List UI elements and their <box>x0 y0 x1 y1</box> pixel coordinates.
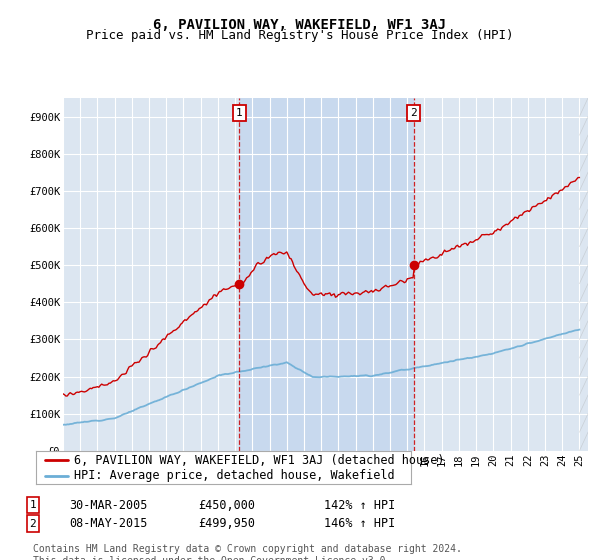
Text: Price paid vs. HM Land Registry's House Price Index (HPI): Price paid vs. HM Land Registry's House … <box>86 29 514 42</box>
Text: Contains HM Land Registry data © Crown copyright and database right 2024.
This d: Contains HM Land Registry data © Crown c… <box>33 544 462 560</box>
Text: 2: 2 <box>410 108 417 118</box>
Text: 142% ↑ HPI: 142% ↑ HPI <box>324 498 395 512</box>
Text: 1: 1 <box>236 108 243 118</box>
Text: 146% ↑ HPI: 146% ↑ HPI <box>324 517 395 530</box>
Text: 30-MAR-2005: 30-MAR-2005 <box>69 498 148 512</box>
Text: 2: 2 <box>29 519 37 529</box>
Text: 1: 1 <box>29 500 37 510</box>
Text: 6, PAVILION WAY, WAKEFIELD, WF1 3AJ (detached house): 6, PAVILION WAY, WAKEFIELD, WF1 3AJ (det… <box>74 454 444 466</box>
Text: HPI: Average price, detached house, Wakefield: HPI: Average price, detached house, Wake… <box>74 469 394 483</box>
Bar <box>239 98 413 451</box>
Text: £499,950: £499,950 <box>198 517 255 530</box>
Text: 08-MAY-2015: 08-MAY-2015 <box>69 517 148 530</box>
Text: 6, PAVILION WAY, WAKEFIELD, WF1 3AJ: 6, PAVILION WAY, WAKEFIELD, WF1 3AJ <box>154 18 446 32</box>
Text: £450,000: £450,000 <box>198 498 255 512</box>
